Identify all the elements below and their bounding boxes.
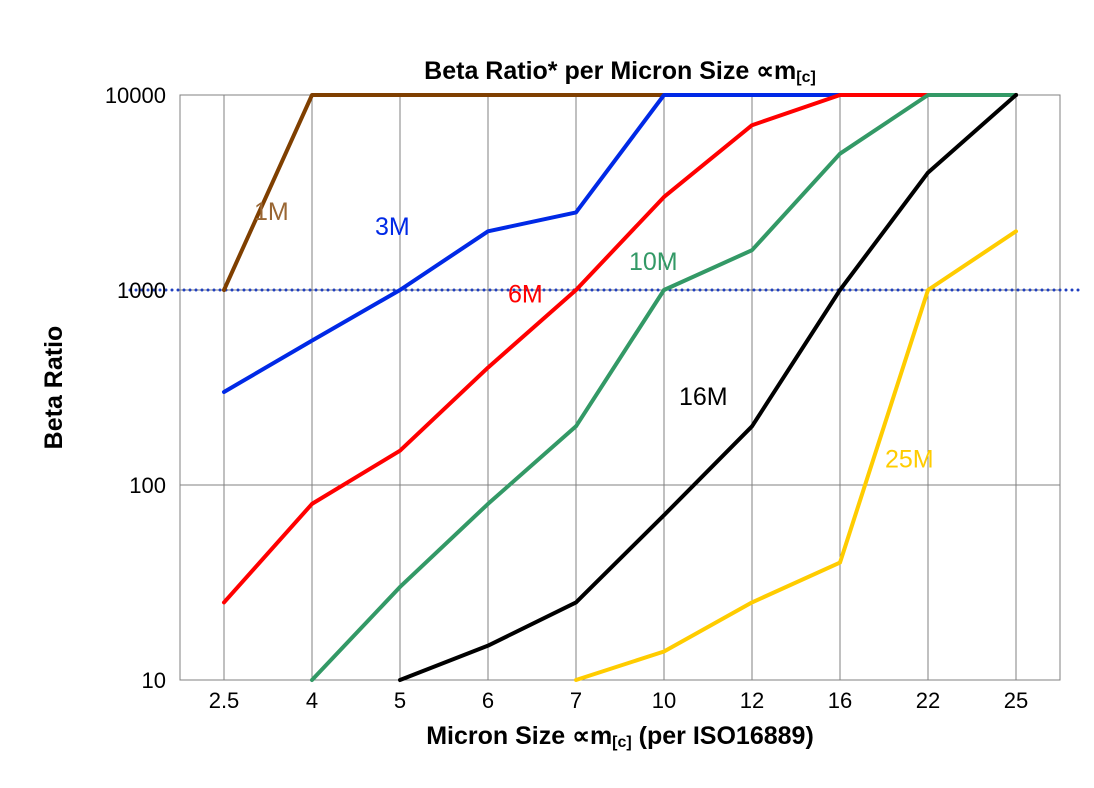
series-label-16M: 16M	[679, 383, 728, 411]
x-tick-22: 22	[916, 688, 940, 713]
x-tick-6: 6	[482, 688, 494, 713]
beta-ratio-chart: 1M 3M 6M 10M 16M 25M 2.5 4 5 6 7 10 12 16 22 25 10 100 1…	[0, 0, 1094, 788]
x-tick-5: 5	[394, 688, 406, 713]
y-tick-1000: 1000	[117, 278, 166, 303]
x-tick-16: 16	[828, 688, 852, 713]
chart-svg: 1M 3M 6M 10M 16M 25M 2.5 4 5 6 7 10 12 16 22 25 10 100 1…	[0, 0, 1094, 788]
series-label-25M: 25M	[885, 446, 934, 474]
x-tick-2.5: 2.5	[209, 688, 240, 713]
x-tick-12: 12	[740, 688, 764, 713]
x-tick-7: 7	[570, 688, 582, 713]
series-label-1M: 1M	[254, 198, 289, 226]
y-axis-label: Beta Ratio	[40, 326, 68, 450]
y-tick-10: 10	[142, 668, 166, 693]
y-tick-10000: 10000	[105, 83, 166, 108]
y-tick-100: 100	[129, 473, 166, 498]
chart-title: Beta Ratio* per Micron Size ∝m[c]	[424, 57, 816, 86]
series-label-3M: 3M	[375, 213, 410, 241]
x-tick-10: 10	[652, 688, 676, 713]
series-label-10M: 10M	[629, 248, 678, 276]
series-label-6M: 6M	[508, 281, 543, 309]
x-tick-4: 4	[306, 688, 318, 713]
x-tick-25: 25	[1004, 688, 1028, 713]
